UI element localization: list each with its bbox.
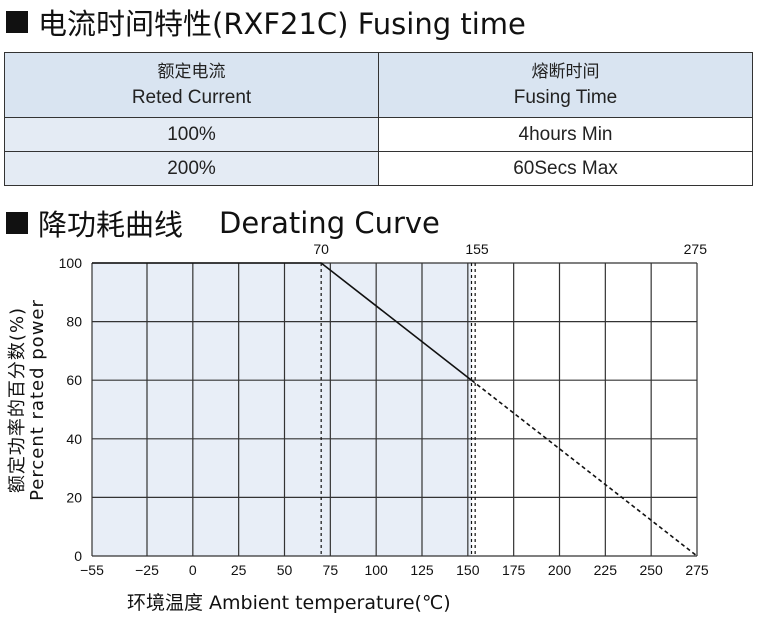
- y-axis-label-en: Percent rated power: [27, 299, 48, 501]
- x-tick-label: 125: [410, 562, 434, 578]
- derating-curve-segment: [471, 379, 698, 557]
- header-rated-current: 额定电流 Reted Current: [4, 52, 379, 118]
- x-tick-label: −25: [135, 562, 159, 578]
- x-axis-label: 环境温度 Ambient temperature(℃): [127, 592, 451, 614]
- derating-section-title: 降功耗曲线 Derating Curve: [6, 203, 440, 243]
- x-tick-label: 0: [189, 562, 197, 578]
- header-en: Reted Current: [131, 87, 252, 108]
- x-tick-label: −55: [80, 562, 104, 578]
- y-tick-label: 80: [66, 314, 82, 330]
- fusing-section-title: 电流时间特性(RXF21C) Fusing time: [6, 2, 526, 42]
- x-tick-label: 25: [231, 562, 247, 578]
- y-tick-label: 100: [59, 255, 83, 271]
- title-bullet-square: [6, 11, 28, 33]
- y-tick-label: 60: [66, 372, 82, 388]
- y-axis-label: 额定功率的百分数(%) Percent rated power: [0, 250, 56, 550]
- header-en: Fusing Time: [513, 87, 618, 108]
- y-tick-label: 20: [66, 489, 82, 505]
- x-tick-label: 200: [548, 562, 572, 578]
- x-tick-label: 50: [277, 562, 293, 578]
- header-zh: 额定电流: [157, 62, 226, 82]
- x-tick-label: 250: [639, 562, 663, 578]
- table-header-row: 额定电流 Reted Current 熔断时间 Fusing Time: [4, 52, 753, 118]
- table-row: 200% 60Secs Max: [4, 151, 753, 186]
- derating-curve-segment: [92, 262, 472, 381]
- y-axis-label-zh: 额定功率的百分数(%): [7, 306, 28, 494]
- top-marker-label: 70: [313, 241, 329, 257]
- header-zh: 熔断时间: [531, 62, 600, 82]
- x-tick-label: 275: [685, 562, 709, 578]
- y-tick-label: 40: [66, 431, 82, 447]
- header-fusing-time: 熔断时间 Fusing Time: [378, 52, 753, 118]
- shaded-region: [92, 263, 472, 556]
- cell-time: 60Secs Max: [378, 151, 753, 186]
- x-tick-label: 75: [323, 562, 339, 578]
- top-marker-label: 155: [465, 241, 489, 257]
- top-marker-label: 275: [684, 241, 708, 257]
- fusing-time-table: 额定电流 Reted Current 熔断时间 Fusing Time 100%…: [4, 52, 753, 186]
- derating-title-zh: 降功耗曲线: [38, 208, 184, 242]
- x-tick-label: 175: [502, 562, 526, 578]
- x-tick-label: 100: [364, 562, 388, 578]
- title-bullet-square: [6, 212, 28, 234]
- y-tick-label: 0: [74, 548, 82, 564]
- cell-current: 200%: [4, 151, 379, 186]
- x-tick-label: 225: [594, 562, 618, 578]
- fusing-title-text: 电流时间特性(RXF21C) Fusing time: [38, 7, 526, 41]
- x-tick-label: 150: [456, 562, 480, 578]
- cell-current: 100%: [4, 117, 379, 152]
- derating-title-en: Derating Curve: [219, 206, 440, 240]
